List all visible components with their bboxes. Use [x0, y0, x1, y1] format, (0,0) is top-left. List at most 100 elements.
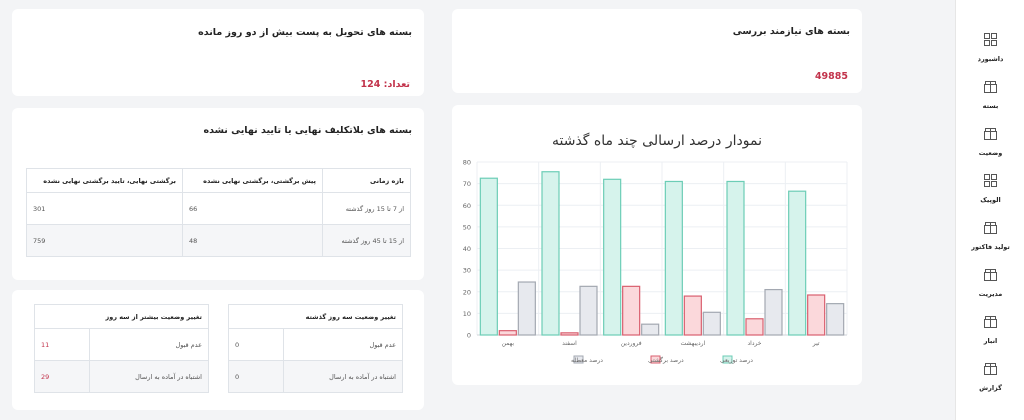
- value-cell: 11: [34, 328, 90, 361]
- legend-label: درصد معطله: [571, 357, 603, 364]
- legend-swatch: [573, 355, 584, 364]
- status-3days-table: تغییر وضعیت سه روز گذشته عدم قبول 0 اشتب…: [228, 304, 403, 393]
- unassigned-card: بسته های بلاتکلیف نهایی یا تایید نهایی ن…: [12, 108, 424, 280]
- sidebar-item-label: گزارش: [979, 384, 1002, 392]
- label-cell: اشتباه در آماده به ارسال: [283, 360, 403, 393]
- legend-label: درصد توزیعی: [720, 357, 753, 364]
- table-row: از 7 تا 15 روز گذشته 66 301: [26, 192, 411, 225]
- x-tick-label: اسفند: [562, 340, 577, 347]
- sidebar-item-status[interactable]: وضعیت: [956, 127, 1024, 173]
- y-tick-label: 60: [463, 202, 471, 210]
- x-tick-label: فروردین: [621, 340, 642, 347]
- column-header: تغییر وضعیت سه روز گذشته: [228, 304, 403, 329]
- legend-label: درصد برگشتی: [648, 356, 684, 364]
- box-icon: [984, 363, 997, 375]
- column-header: پیش برگشتی، برگشتی نهایی نشده: [182, 168, 323, 193]
- sidebar-item-package[interactable]: بسته: [956, 80, 1024, 126]
- value-cell: 0: [228, 328, 284, 361]
- grid-icon: [984, 33, 997, 46]
- table-row: عدم قبول 0: [228, 328, 403, 361]
- table-row: عدم قبول 11: [34, 328, 209, 361]
- bar: [826, 303, 845, 336]
- unassigned-table: بازه زمانی پیش برگشتی، برگشتی نهایی نشده…: [26, 168, 411, 257]
- bar: [807, 294, 826, 336]
- value-cell: 301: [26, 192, 183, 225]
- table-row: اشتباه در آماده به ارسال 0: [228, 360, 403, 393]
- x-tick-label: خرداد: [747, 340, 761, 347]
- sidebar-item-label: تولید فاکتور: [971, 243, 1010, 251]
- box-icon: [984, 128, 997, 140]
- bar: [764, 288, 783, 336]
- value-cell: 29: [34, 360, 90, 393]
- status-change-card: تغییر وضعیت سه روز گذشته عدم قبول 0 اشتب…: [12, 290, 424, 410]
- table-row: اشتباه در آماده به ارسال 29: [34, 360, 209, 393]
- bar: [788, 190, 807, 336]
- table-row: از 15 تا 45 روز گذشته 48 759: [26, 224, 411, 257]
- y-tick-label: 50: [463, 223, 471, 231]
- x-tick-label: تیر: [812, 340, 820, 347]
- label-cell: اشتباه در آماده به ارسال: [89, 360, 209, 393]
- pending-review-card: بسته های نیازمند بررسی 49885: [452, 9, 862, 93]
- sidebar-item-label: انبار: [983, 337, 998, 345]
- bar: [641, 323, 660, 336]
- label-cell: عدم قبول: [89, 328, 209, 361]
- value-cell: 0: [228, 360, 284, 393]
- column-header: برگشتی نهایی، تایید برگشتی نهایی نشده: [26, 168, 183, 193]
- early-delivery-title: بسته های تحویل به پست بیش از دو روز ماند…: [198, 27, 412, 38]
- sidebar-item-label: وضعیت: [978, 149, 1003, 157]
- value-cell: 759: [26, 224, 183, 257]
- bar: [622, 285, 641, 336]
- bar: [560, 332, 579, 336]
- pending-review-count: 49885: [814, 71, 848, 82]
- grid-icon: [984, 174, 997, 187]
- bar: [517, 281, 536, 336]
- sidebar-item-label: مدیریت: [978, 290, 1003, 298]
- sidebar: داشبورد بسته وضعیت الوپیک تولید فاکتور م…: [955, 0, 1024, 420]
- early-delivery-count: تعداد: 124: [360, 79, 411, 90]
- legend-swatch: [650, 355, 661, 364]
- y-tick-label: 30: [463, 267, 471, 275]
- x-tick-label: بهمن: [502, 340, 515, 347]
- sidebar-item-invoice[interactable]: تولید فاکتور: [956, 221, 1024, 267]
- value-cell: 48: [182, 224, 323, 257]
- y-tick-label: 0: [467, 332, 471, 340]
- bar: [579, 285, 598, 336]
- box-icon: [984, 222, 997, 234]
- column-header: تغییر وضعیت بیشتر از سه روز: [34, 304, 209, 329]
- chart-card: نمودار درصد ارسالی چند ماه گذشته 0 10 20 30 4…: [452, 105, 862, 385]
- sidebar-item-label: داشبورد: [977, 55, 1004, 63]
- box-icon: [984, 269, 997, 281]
- sidebar-item-management[interactable]: مدیریت: [956, 268, 1024, 314]
- sidebar-item-dashboard[interactable]: داشبورد: [956, 33, 1024, 79]
- y-tick-label: 20: [463, 288, 471, 296]
- value-cell: 66: [182, 192, 323, 225]
- bar: [726, 180, 745, 336]
- bar: [745, 318, 764, 336]
- bar: [603, 178, 622, 336]
- bar: [664, 180, 683, 336]
- sidebar-item-warehouse[interactable]: انبار: [956, 315, 1024, 361]
- period-cell: از 15 تا 45 روز گذشته: [322, 224, 411, 257]
- y-tick-label: 80: [463, 159, 471, 167]
- unassigned-title: بسته های بلاتکلیف نهایی یا تایید نهایی ن…: [203, 125, 412, 136]
- sidebar-item-alopeyk[interactable]: الوپیک: [956, 174, 1024, 220]
- bar: [498, 330, 517, 336]
- column-header: بازه زمانی: [322, 168, 411, 193]
- period-cell: از 7 تا 15 روز گذشته: [322, 192, 411, 225]
- bar: [702, 311, 721, 336]
- status-more3-table: تغییر وضعیت بیشتر از سه روز عدم قبول 11 …: [34, 304, 209, 393]
- bar: [541, 171, 560, 336]
- early-delivery-card: بسته های تحویل به پست بیش از دو روز ماند…: [12, 9, 424, 96]
- pending-review-title: بسته های نیازمند بررسی: [732, 26, 850, 37]
- y-tick-label: 70: [463, 180, 471, 188]
- box-icon: [984, 81, 997, 93]
- sidebar-item-label: الوپیک: [980, 196, 1001, 204]
- label-cell: عدم قبول: [283, 328, 403, 361]
- bar-chart: نمودار درصد ارسالی چند ماه گذشته 0 10 20 30 4…: [463, 132, 848, 364]
- chart-title: نمودار درصد ارسالی چند ماه گذشته: [552, 132, 762, 149]
- sidebar-item-label: بسته: [982, 102, 999, 110]
- y-tick-label: 10: [463, 310, 471, 318]
- bar: [683, 295, 702, 336]
- y-tick-label: 40: [463, 245, 471, 253]
- sidebar-item-report[interactable]: گزارش: [956, 362, 1024, 408]
